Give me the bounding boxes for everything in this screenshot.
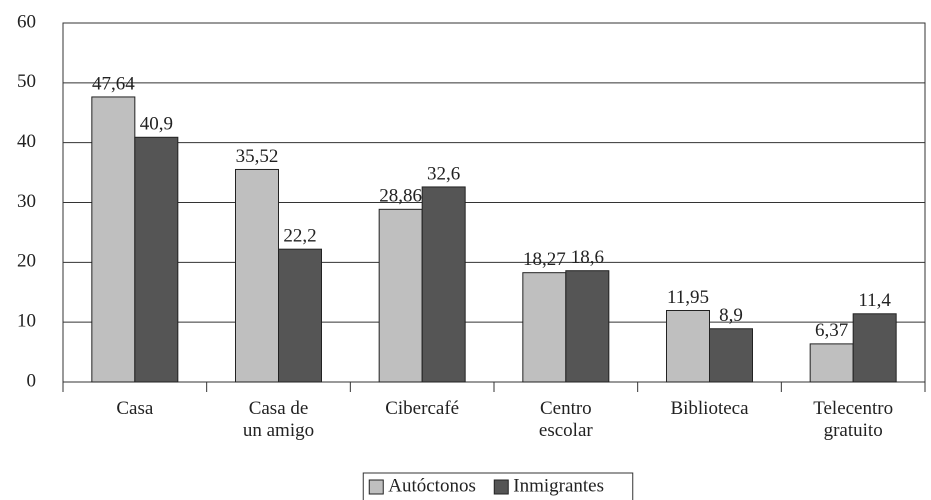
data-label: 22,2 (283, 226, 316, 247)
bar (378, 208, 423, 383)
y-tick-label: 30 (17, 191, 36, 212)
y-tick-label: 20 (17, 251, 36, 272)
legend-swatch (493, 479, 509, 495)
data-label: 11,95 (667, 287, 709, 308)
y-tick-label: 0 (27, 370, 37, 391)
bar (278, 248, 322, 383)
data-label: 35,52 (236, 146, 279, 167)
bar (235, 168, 279, 383)
bar (852, 313, 897, 383)
x-tick-label: Casa (116, 398, 154, 419)
x-tick-label: Casa de un amigo (242, 398, 315, 441)
bar (809, 343, 854, 383)
y-tick-label: 10 (17, 311, 36, 332)
bar (91, 96, 136, 383)
legend-box (362, 472, 634, 500)
bar (709, 328, 753, 383)
bar (522, 272, 567, 383)
x-tick-label: Telecentro gratuito (813, 398, 894, 441)
x-tick-label: Cibercafé (385, 398, 460, 419)
x-tick-label: Centro escolar (538, 398, 593, 441)
bar (421, 186, 466, 383)
data-label: 18,6 (571, 247, 604, 268)
bar (666, 309, 710, 383)
data-label: 47,64 (92, 73, 135, 94)
bar (134, 136, 179, 383)
legend-label: Autóctonos (388, 475, 476, 496)
data-label: 40,9 (140, 114, 173, 135)
data-label: 8,9 (719, 305, 743, 326)
bar (565, 270, 610, 383)
data-label: 18,27 (523, 249, 566, 270)
y-tick-label: 60 (17, 11, 36, 32)
data-label: 11,4 (858, 290, 891, 311)
y-tick-label: 40 (17, 131, 36, 152)
legend-label: Inmigrantes (513, 475, 604, 496)
legend-swatch (368, 479, 384, 495)
data-label: 6,37 (815, 320, 848, 341)
data-label: 28,86 (379, 186, 422, 207)
data-label: 32,6 (427, 163, 460, 184)
y-tick-label: 50 (17, 71, 36, 92)
x-tick-label: Biblioteca (670, 398, 749, 419)
